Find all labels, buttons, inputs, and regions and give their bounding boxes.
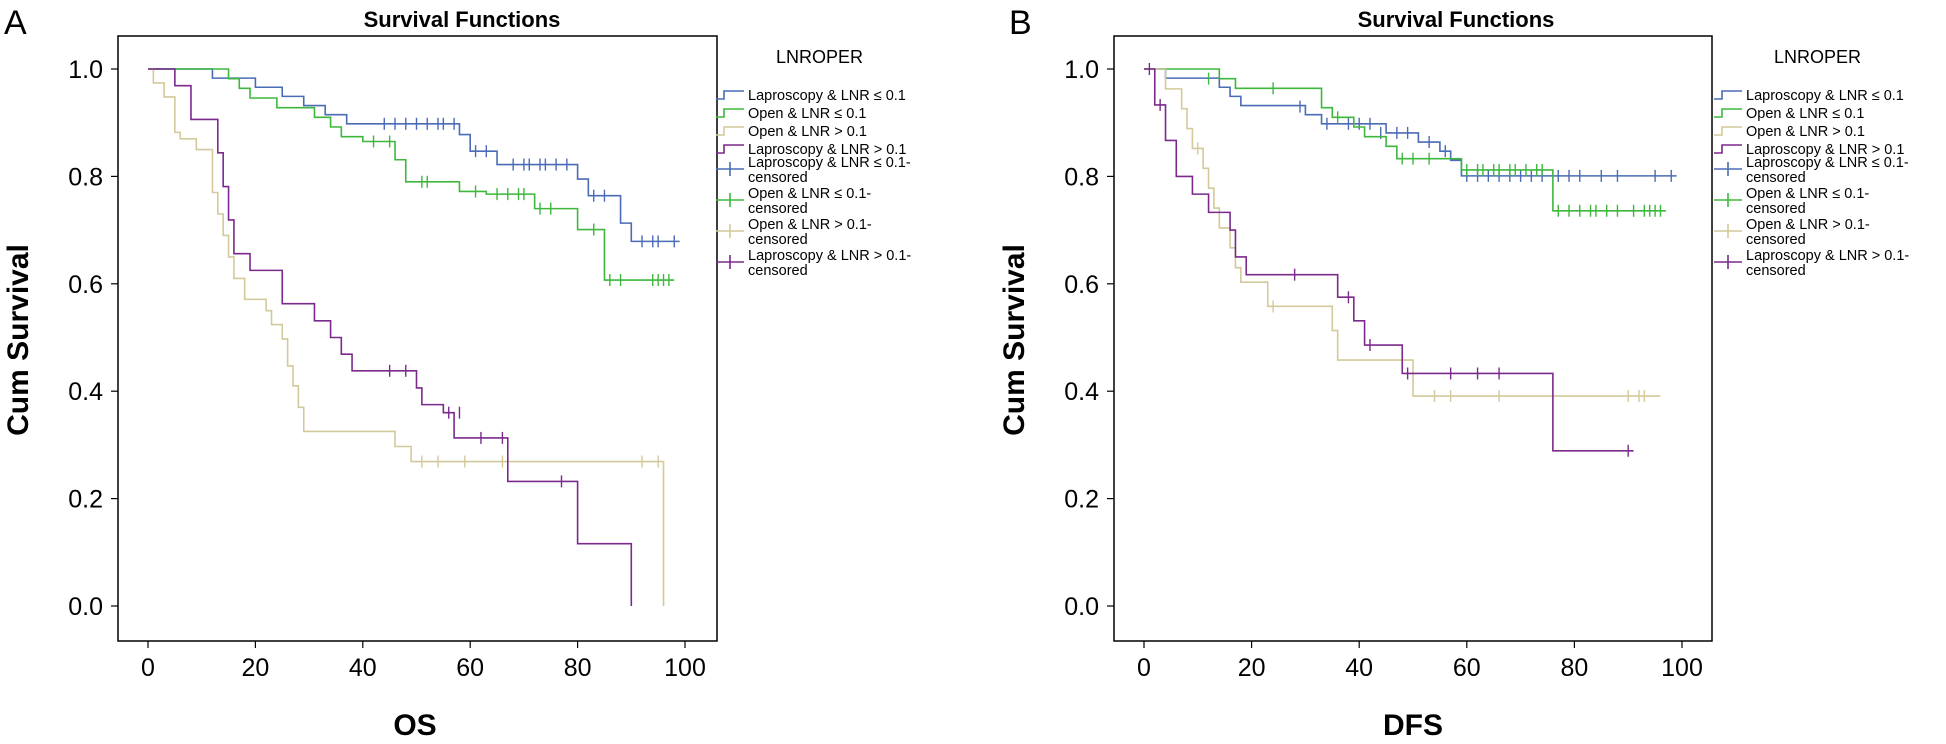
survival-curve-4	[1144, 68, 1634, 452]
legend-step-swatch	[716, 90, 744, 100]
legend-a: LNROPER Laproscopy & LNR ≤ 0.1 Open & LNR …	[716, 47, 911, 279]
axis-ticks-a: 0 20 40 60 80 100 0.0 0.2 0.4 0.6 0.8 1.0	[68, 56, 706, 682]
survival-curve-2	[148, 68, 675, 281]
legend-step-swatch	[1714, 90, 1742, 100]
x-axis-label-a: OS	[393, 709, 436, 742]
curves-a	[148, 68, 680, 606]
legend-entry-label: Laproscopy & LNR ≤ 0.1-	[1746, 155, 1909, 171]
legend-entry-label: Laproscopy & LNR ≤ 0.1	[748, 88, 906, 104]
legend-entry-label: Open & LNR > 0.1	[1746, 124, 1865, 140]
y-tick-label: 0.2	[68, 486, 103, 514]
legend-entry-label: Open & LNR > 0.1	[748, 124, 867, 140]
x-tick-label: 20	[241, 654, 269, 682]
legend-entry-label: Laproscopy & LNR ≤ 0.1	[1746, 88, 1904, 104]
legend-plus-swatch	[716, 224, 744, 238]
x-tick-label: 60	[456, 654, 484, 682]
legend-entry-label: Open & LNR > 0.1-	[748, 217, 872, 233]
survival-curve-2	[1144, 68, 1666, 212]
x-tick-label: 0	[1137, 654, 1151, 682]
legend-entry-label: Laproscopy & LNR > 0.1	[748, 142, 906, 158]
legend-entry-label: Open & LNR ≤ 0.1	[748, 106, 866, 122]
legend-entry-sublabel: censored	[1746, 232, 1806, 248]
panel-a: A Survival Functions 0 20 40 60 80 1000.00.20…	[2, 4, 911, 742]
legend-entry-sublabel: censored	[748, 263, 808, 279]
panel-b: B Survival Functions 0 20 40 60 80 1000.00.20…	[998, 4, 1909, 742]
legend-entry-sublabel: censored	[748, 232, 808, 248]
legend-entry-label: Laproscopy & LNR ≤ 0.1-	[748, 155, 911, 171]
plot-frame-b	[1113, 35, 1713, 642]
chart-title-b: Survival Functions	[1358, 7, 1555, 32]
curves-b	[1144, 63, 1677, 457]
x-tick-label: 40	[1345, 654, 1373, 682]
legend-entry-sublabel: censored	[748, 170, 808, 186]
x-tick-label: 20	[1238, 654, 1266, 682]
y-tick-label: 0.6	[1064, 271, 1099, 299]
legend-entry-label: Laproscopy & LNR > 0.1	[1746, 142, 1904, 158]
y-tick-label: 0.8	[1064, 163, 1099, 191]
legend-entry-sublabel: censored	[1746, 201, 1806, 217]
legend-plus-swatch	[1714, 193, 1742, 207]
legend-plus-swatch	[716, 255, 744, 269]
legend-step-swatch	[716, 144, 744, 154]
legend-entry-label: Open & LNR ≤ 0.1-	[748, 186, 871, 202]
legend-entry-label: Open & LNR ≤ 0.1-	[1746, 186, 1869, 202]
y-tick-label: 0.4	[68, 378, 103, 406]
legend-entry-sublabel: censored	[1746, 263, 1806, 279]
legend-step-swatch	[1714, 144, 1742, 154]
legend-entry-label: Open & LNR > 0.1-	[1746, 217, 1870, 233]
x-axis-label-b: DFS	[1383, 709, 1443, 742]
legend-plus-swatch	[716, 162, 744, 176]
chart-title-a: Survival Functions	[364, 7, 561, 32]
survival-curve-3	[148, 68, 665, 606]
legend-step-swatch	[1714, 126, 1742, 136]
plot-frame-a	[117, 35, 718, 642]
survival-curve-3	[1144, 68, 1661, 397]
legend-entry-sublabel: censored	[1746, 170, 1806, 186]
legend-entry-label: Laproscopy & LNR > 0.1-	[748, 248, 911, 264]
y-axis-label-a: Cum Survival	[2, 244, 35, 436]
y-tick-label: 0.8	[68, 163, 103, 191]
y-tick-label: 0.4	[1064, 378, 1099, 406]
survival-curve-1	[1144, 68, 1677, 177]
x-tick-label: 80	[1560, 654, 1588, 682]
axis-ticks-b: 0 20 40 60 80 100 0.0 0.2 0.4 0.6 0.8 1.0	[1064, 56, 1703, 682]
survival-curve-4	[148, 68, 633, 606]
y-tick-label: 1.0	[68, 56, 103, 84]
y-tick-label: 0.0	[1064, 593, 1099, 621]
legend-title: LNROPER	[1774, 47, 1861, 67]
y-tick-label: 1.0	[1064, 56, 1099, 84]
x-tick-label: 100	[1661, 654, 1703, 682]
legend-step-swatch	[1714, 108, 1742, 118]
legend-step-swatch	[716, 108, 744, 118]
y-axis-label-b: Cum Survival	[998, 244, 1031, 436]
panel-label-a: A	[4, 4, 27, 42]
legend-b: LNROPER Laproscopy & LNR ≤ 0.1 Open & LNR …	[1714, 47, 1909, 279]
legend-title: LNROPER	[776, 47, 863, 67]
y-tick-label: 0.2	[1064, 486, 1099, 514]
legend-entry-label: Laproscopy & LNR > 0.1-	[1746, 248, 1909, 264]
legend-entry-sublabel: censored	[748, 201, 808, 217]
legend-entry-label: Open & LNR ≤ 0.1	[1746, 106, 1864, 122]
x-tick-label: 100	[664, 654, 706, 682]
x-tick-label: 60	[1453, 654, 1481, 682]
x-tick-label: 80	[564, 654, 592, 682]
panel-label-b: B	[1009, 4, 1032, 42]
legend-plus-swatch	[1714, 162, 1742, 176]
legend-plus-swatch	[716, 193, 744, 207]
x-tick-label: 40	[349, 654, 377, 682]
x-tick-label: 0	[141, 654, 155, 682]
legend-plus-swatch	[1714, 255, 1742, 269]
y-tick-label: 0.6	[68, 271, 103, 299]
legend-step-swatch	[716, 126, 744, 136]
legend-plus-swatch	[1714, 224, 1742, 238]
y-tick-label: 0.0	[68, 593, 103, 621]
